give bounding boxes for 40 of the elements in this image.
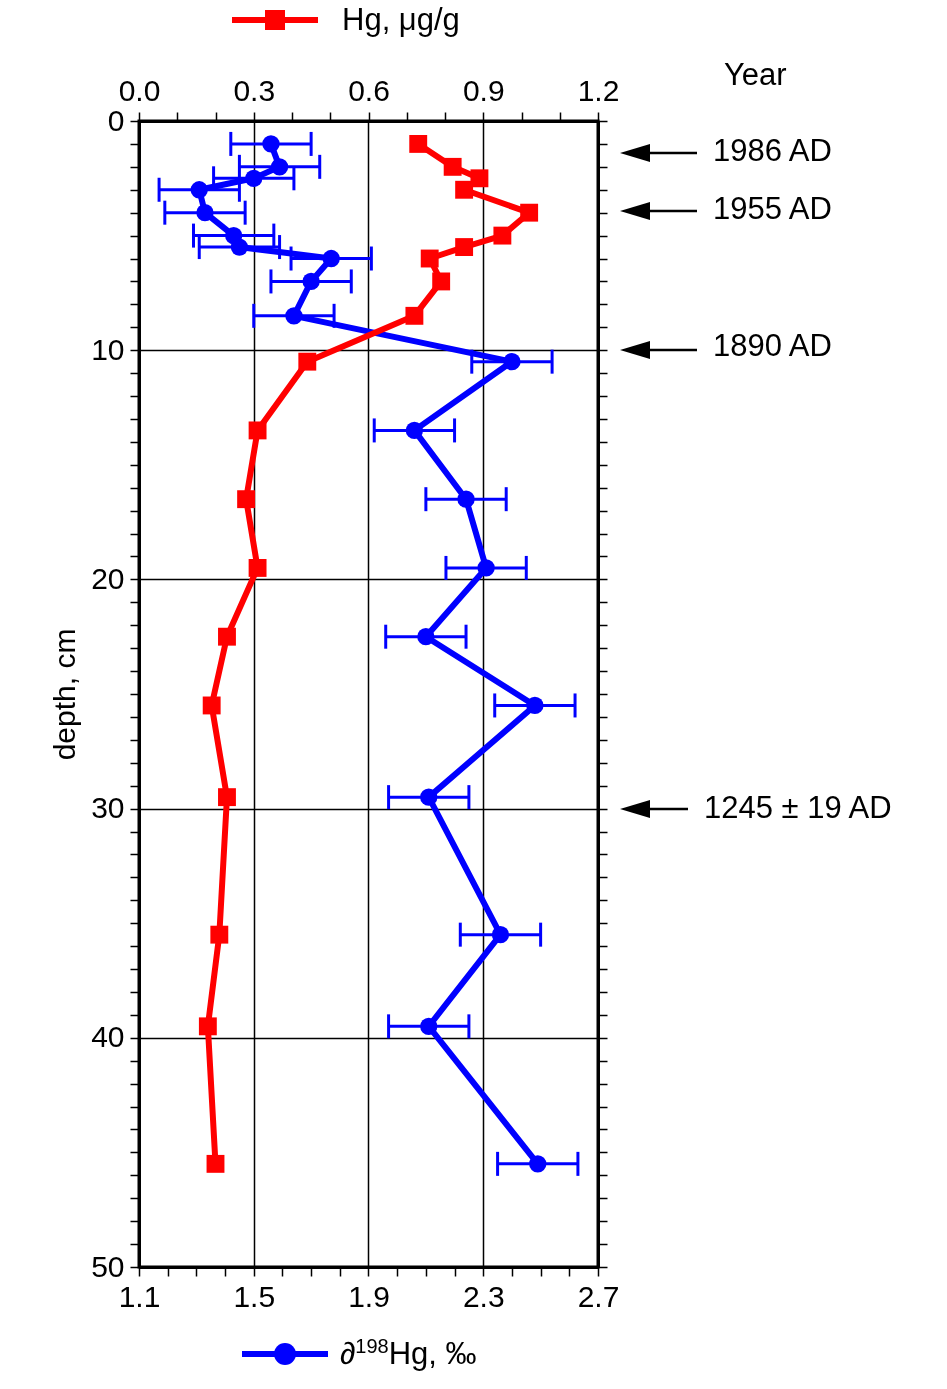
legend-label: ∂$^{198}$Hg, ‰ [340, 1335, 477, 1373]
point [409, 134, 428, 153]
text: Year [724, 57, 787, 93]
point [248, 421, 267, 440]
x2-tick-label: 0.9 [462, 73, 505, 107]
point [470, 169, 489, 188]
point [493, 226, 512, 245]
y-tick-label: 10 [91, 332, 125, 366]
point [298, 352, 317, 371]
y-tick-label: 30 [91, 791, 125, 825]
point [405, 306, 424, 325]
point [455, 180, 474, 199]
point [198, 1017, 217, 1036]
x2-tick-label: 0.3 [233, 73, 276, 107]
x-tick-label: 1.9 [348, 1279, 390, 1313]
point [443, 157, 462, 176]
x-tick-label: 2.7 [577, 1279, 620, 1313]
point [248, 559, 267, 577]
point [218, 627, 236, 646]
x2-tick-label: 0.6 [348, 73, 390, 107]
y-tick-label: 20 [91, 561, 125, 595]
text: 1986 AD [713, 133, 832, 169]
point [420, 249, 439, 268]
x-tick-label: 2.3 [462, 1279, 505, 1313]
point [202, 696, 221, 715]
x-tick-label: 1.5 [233, 1279, 276, 1313]
x2-tick-label: 1.2 [577, 73, 620, 107]
point [206, 1154, 225, 1173]
point [218, 788, 236, 807]
point [520, 203, 539, 222]
y-tick-label: 40 [91, 1020, 125, 1054]
point [237, 490, 256, 509]
text: 1955 AD [713, 191, 832, 227]
point [210, 925, 229, 944]
point [455, 238, 474, 256]
text: 1890 AD [713, 328, 832, 364]
point [432, 272, 451, 291]
text: 1245 ± 19 AD [704, 790, 892, 826]
legend-label: Hg, μg/g [342, 2, 460, 38]
y-axis-title: depth, cm [48, 628, 82, 761]
